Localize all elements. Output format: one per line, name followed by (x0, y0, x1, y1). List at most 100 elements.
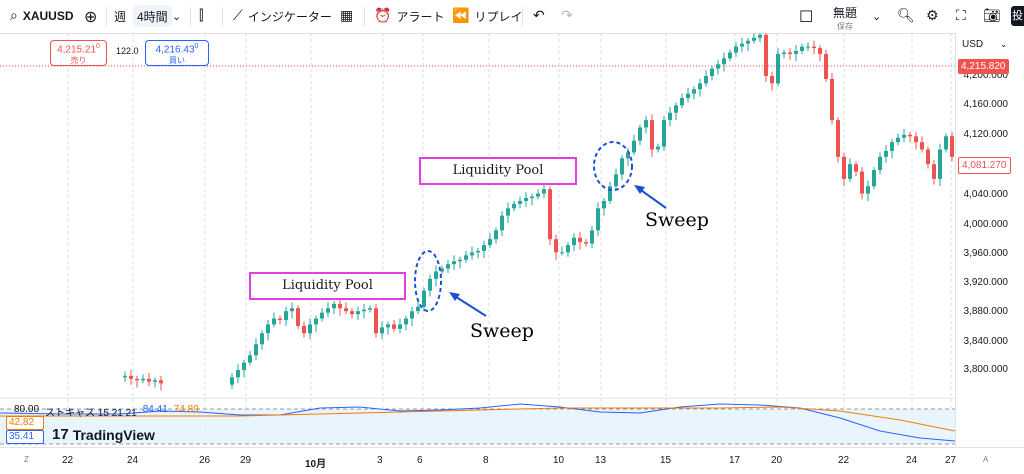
stochastic-d-line (0, 406, 955, 432)
candle (770, 76, 774, 84)
candle (914, 136, 918, 143)
price-tick: 4,000.000 (963, 219, 1009, 230)
candle (920, 142, 924, 150)
candle (674, 105, 678, 113)
candle (878, 156, 882, 171)
buy-label: 買い (169, 56, 185, 66)
candle (536, 193, 540, 197)
candle (141, 378, 145, 381)
liquidity-pool-box-1[interactable]: Liquidity Pool (249, 272, 406, 300)
price-tick: 4,200.000 (963, 70, 1009, 81)
indicators-icon: ⟋ (233, 8, 243, 24)
sweep-arrow-1 (452, 294, 487, 317)
candle (584, 242, 588, 244)
stoch-d-value: 74.89 (173, 404, 199, 415)
candle (848, 164, 852, 179)
candle (938, 149, 942, 179)
time-tick: 17 (729, 455, 741, 466)
candle (752, 37, 756, 41)
interval-dropdown[interactable]: ⌄ (172, 5, 186, 27)
price-tick: 3,960.000 (963, 248, 1009, 259)
candle (147, 378, 151, 382)
sell-button[interactable]: 4,215.210 売り (50, 40, 107, 66)
magnifier-icon: 🔍︎ (897, 8, 915, 24)
layout-toggle[interactable]: ☐ (799, 5, 818, 27)
candle (470, 252, 474, 256)
indicators-button[interactable]: ⟋ インジケーター (233, 5, 332, 27)
publish-label: 投 (1012, 10, 1023, 22)
candle (135, 378, 139, 381)
buy-price: 4,216.43 (155, 44, 195, 56)
price-tick: 3,800.000 (963, 364, 1009, 375)
interval-4h-button[interactable]: 4時間 (133, 5, 172, 27)
price-tick: 3,920.000 (963, 277, 1009, 288)
candle (332, 303, 336, 309)
candle (908, 134, 912, 137)
currency-label: USD (962, 39, 984, 50)
candle (932, 164, 936, 179)
candle (788, 52, 792, 54)
candle (782, 52, 786, 54)
auto-scale-button[interactable]: A (983, 455, 989, 464)
buy-button[interactable]: 4,216.430 買い (145, 40, 209, 66)
price-tick: 4,160.000 (963, 99, 1009, 110)
rewind-icon: ⏪ (452, 8, 470, 24)
sweep-label-1[interactable]: Sweep (470, 320, 534, 342)
fullscreen-button[interactable]: ⛶ (956, 5, 971, 27)
undo-button[interactable]: ↶ (533, 5, 550, 27)
redo-button[interactable]: ↷ (561, 5, 578, 27)
candles (123, 33, 954, 391)
candle (866, 186, 870, 194)
candle (698, 83, 702, 90)
add-symbol-button[interactable]: ⊕ (84, 5, 102, 27)
candle (374, 308, 378, 334)
candle (428, 278, 432, 291)
currency-selector[interactable]: USD ⌄ (962, 39, 1007, 50)
layout-menu-dropdown[interactable]: ⌄ (872, 5, 886, 27)
candle (272, 318, 276, 325)
candle (890, 142, 894, 151)
candle (296, 308, 300, 326)
candle (416, 306, 420, 312)
chart-type-button[interactable]: ⫿ (199, 5, 208, 27)
stochastic-legend: 80.00 ストキャス 15 21 21 84.41 74.89 (14, 404, 199, 419)
alert-label: アラート (396, 9, 445, 24)
price-chart[interactable] (0, 33, 955, 447)
candle (926, 149, 930, 165)
tradingview-logo[interactable]: 17 TradingView (52, 426, 155, 443)
quick-search-button[interactable]: 🔍︎ (897, 5, 920, 27)
candle (159, 380, 163, 384)
time-tick: 10月 (305, 459, 327, 470)
candle (284, 311, 288, 321)
publish-button[interactable]: 投 (1011, 6, 1024, 26)
candle (590, 230, 594, 244)
timezone-icon[interactable]: Z (24, 455, 29, 464)
alert-button[interactable]: ⏰ アラート (374, 5, 444, 27)
interval-week-button[interactable]: 週 (114, 5, 126, 27)
snapshot-button[interactable]: 📷︎ (983, 5, 1006, 27)
layout-name: 無題 (832, 6, 857, 20)
templates-button[interactable]: ▦ (340, 5, 358, 27)
layout-save-label: 保存 (837, 22, 853, 31)
candle (314, 318, 318, 325)
candle (320, 312, 324, 319)
sweep-label-2[interactable]: Sweep (645, 209, 709, 231)
time-axis[interactable]: Z 22 24 26 29 10月 3 6 8 10 13 15 17 20 22 24 27 A (0, 447, 1024, 474)
candle (398, 324, 402, 329)
settings-button[interactable]: ⚙ (926, 5, 944, 27)
candle (494, 230, 498, 240)
sell-label: 売り (70, 56, 87, 66)
stoch-value-tag-2: 35.41 (6, 430, 44, 444)
symbol-search[interactable]: ⌕ XAUUSD (10, 5, 74, 27)
liquidity-pool-box-2[interactable]: Liquidity Pool (419, 157, 577, 185)
candle (452, 261, 456, 265)
candle (422, 290, 426, 307)
stoch-name[interactable]: ストキャス 15 21 21 (45, 408, 137, 419)
sell-price: 4,215.21 (57, 44, 97, 56)
replay-button[interactable]: ⏪ リプレイ (452, 5, 522, 27)
plus-circle-icon: ⊕ (84, 6, 98, 26)
price-axis[interactable]: USD ⌄ 4,200.0004,160.0004,120.0004,080.0… (955, 33, 1024, 447)
candle (344, 308, 348, 312)
candle (620, 158, 624, 175)
layout-name-button[interactable]: 無題 保存 (830, 4, 860, 32)
